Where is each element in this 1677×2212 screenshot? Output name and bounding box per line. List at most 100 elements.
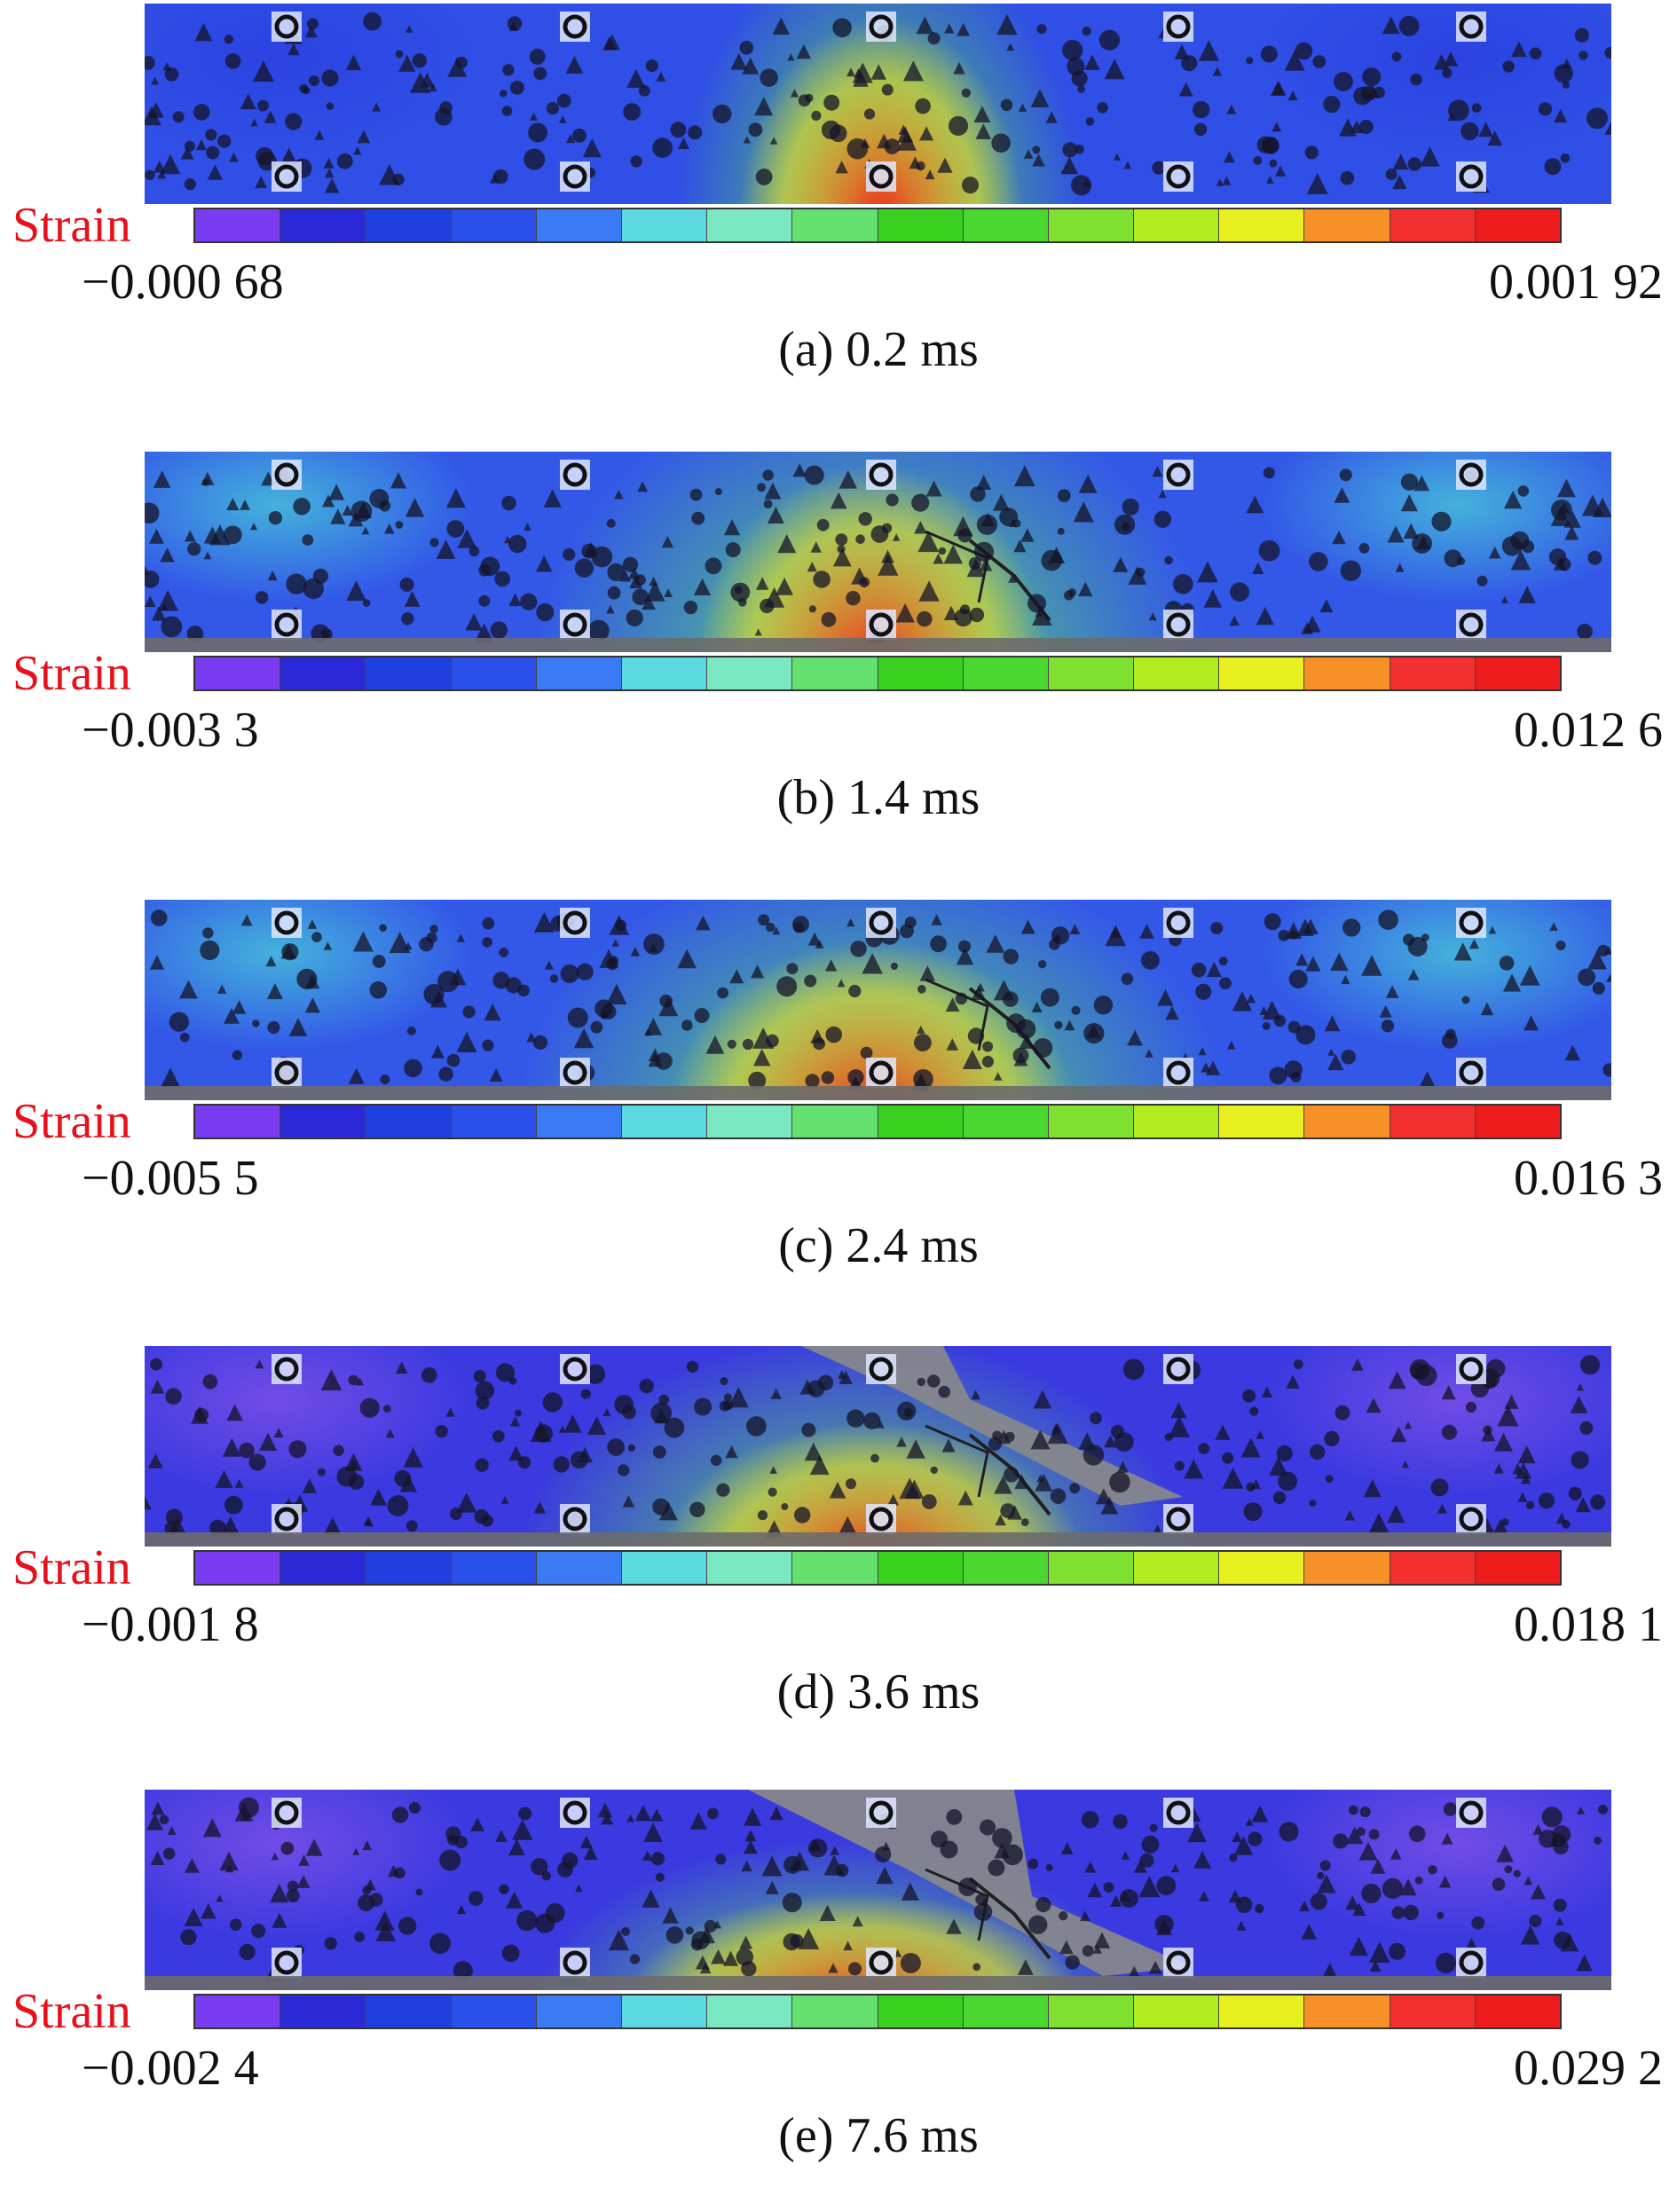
colorbar-segment	[451, 1106, 537, 1137]
colorbar-segment	[1048, 209, 1135, 241]
colorbar-max: 0.018 1	[1514, 1597, 1663, 1652]
colorbar-segment	[451, 1552, 537, 1584]
colorbar-segment	[1134, 1552, 1220, 1584]
strain-field-graphic	[145, 4, 1611, 204]
colorbar	[193, 1104, 1562, 1139]
panel-d: Strain −0.001 8 0.018 1 (d) 3.6 ms	[0, 1342, 1677, 1768]
colorbar-segment	[1048, 1996, 1135, 2027]
colorbar-segment	[195, 1552, 281, 1584]
colorbar-segment	[1304, 1106, 1390, 1137]
colorbar-max: 0.012 6	[1514, 703, 1663, 758]
colorbar-segment	[366, 657, 452, 689]
colorbar-segment	[621, 1552, 708, 1584]
colorbar-segment	[1134, 657, 1220, 689]
colorbar	[193, 208, 1562, 243]
colorbar-min: −0.002 4	[82, 2041, 259, 2096]
colorbar-segment	[621, 1106, 708, 1137]
colorbar-segment	[707, 209, 793, 241]
colorbar-segment	[1134, 209, 1220, 241]
panel-caption: (d) 3.6 ms	[776, 1665, 980, 1720]
colorbar-segment	[621, 1996, 708, 2027]
colorbar-segment	[707, 1106, 793, 1137]
beam-image	[145, 900, 1611, 1100]
colorbar-segment	[451, 209, 537, 241]
beam-image	[145, 1346, 1611, 1547]
colorbar-segment	[536, 1996, 622, 2027]
panel-e: Strain −0.002 4 0.029 2 (e) 7.6 ms	[0, 1786, 1677, 2212]
colorbar-segment	[1475, 657, 1560, 689]
colorbar-segment	[1304, 1996, 1390, 2027]
colorbar-segment	[195, 657, 281, 689]
strain-label: Strain	[12, 1094, 131, 1149]
strain-label: Strain	[12, 198, 131, 253]
colorbar-min: −0.005 5	[82, 1151, 259, 1206]
colorbar-segment	[621, 657, 708, 689]
strain-label: Strain	[12, 1984, 131, 2039]
colorbar-segment	[1475, 1996, 1560, 2027]
colorbar-segment	[621, 209, 708, 241]
colorbar	[193, 1550, 1562, 1586]
strain-label: Strain	[12, 1540, 131, 1595]
panel-a: Strain −0.000 68 0.001 92 (a) 0.2 ms	[0, 0, 1677, 426]
colorbar-segment	[536, 1106, 622, 1137]
colorbar-segment	[280, 209, 366, 241]
colorbar-segment	[1219, 1552, 1305, 1584]
colorbar-min: −0.003 3	[82, 703, 259, 758]
colorbar-max: 0.029 2	[1514, 2041, 1663, 2096]
colorbar-segment	[1219, 1996, 1305, 2027]
colorbar-segment	[963, 209, 1049, 241]
panel-caption: (c) 2.4 ms	[778, 1218, 979, 1273]
colorbar-segment	[1475, 1106, 1560, 1137]
colorbar-segment	[195, 1996, 281, 2027]
beam-image	[145, 4, 1611, 204]
colorbar-segment	[1134, 1996, 1220, 2027]
colorbar-segment	[536, 657, 622, 689]
colorbar-segment	[366, 209, 452, 241]
colorbar-min: −0.000 68	[82, 255, 284, 310]
colorbar-segment	[536, 209, 622, 241]
colorbar	[193, 656, 1562, 691]
colorbar-segment	[792, 657, 878, 689]
colorbar-segment	[280, 1552, 366, 1584]
colorbar-segment	[963, 1996, 1049, 2027]
colorbar	[193, 1994, 1562, 2029]
colorbar-segment	[707, 657, 793, 689]
colorbar-segment	[878, 1552, 964, 1584]
strain-label: Strain	[12, 646, 131, 701]
colorbar-segment	[792, 1552, 878, 1584]
colorbar-segment	[280, 1996, 366, 2027]
colorbar-segment	[1219, 1106, 1305, 1137]
colorbar-max: 0.001 92	[1489, 255, 1663, 310]
colorbar-segment	[1304, 657, 1390, 689]
colorbar-segment	[1219, 209, 1305, 241]
colorbar-segment	[878, 657, 964, 689]
colorbar-segment	[878, 1106, 964, 1137]
colorbar-segment	[1048, 1552, 1135, 1584]
colorbar-segment	[451, 657, 537, 689]
beam-image	[145, 1790, 1611, 1990]
panel-caption: (a) 0.2 ms	[778, 322, 979, 377]
colorbar-segment	[1304, 1552, 1390, 1584]
colorbar-segment	[1390, 657, 1476, 689]
colorbar-segment	[195, 1106, 281, 1137]
colorbar-segment	[366, 1552, 452, 1584]
colorbar-segment	[1134, 1106, 1220, 1137]
colorbar-segment	[1219, 657, 1305, 689]
strain-field-graphic	[145, 1346, 1611, 1547]
beam-image	[145, 452, 1611, 652]
colorbar-segment	[878, 1996, 964, 2027]
colorbar-segment	[366, 1996, 452, 2027]
colorbar-segment	[366, 1106, 452, 1137]
colorbar-segment	[963, 657, 1049, 689]
colorbar-segment	[1475, 209, 1560, 241]
colorbar-segment	[1048, 1106, 1135, 1137]
colorbar-segment	[280, 657, 366, 689]
panel-caption: (e) 7.6 ms	[778, 2108, 979, 2163]
colorbar-segment	[1390, 1552, 1476, 1584]
colorbar-segment	[792, 1106, 878, 1137]
colorbar-segment	[792, 1996, 878, 2027]
colorbar-segment	[792, 209, 878, 241]
panel-caption: (b) 1.4 ms	[776, 770, 980, 825]
colorbar-max: 0.016 3	[1514, 1151, 1663, 1206]
colorbar-segment	[1304, 209, 1390, 241]
